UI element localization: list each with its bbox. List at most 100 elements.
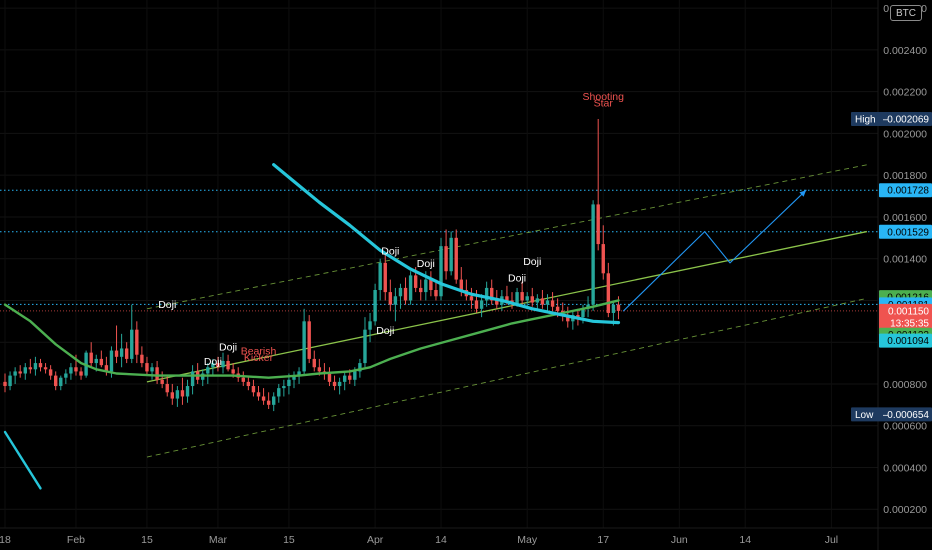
candle-body [145,363,149,372]
candle-body [48,369,53,376]
candle-body [79,371,83,376]
ma-long-prior-line [3,430,42,490]
candle-body [525,296,529,301]
candle-body [535,298,540,303]
pattern-label: Doji [381,246,399,258]
pattern-label: Doji [158,299,176,311]
candle-body [373,290,377,322]
time-axis[interactable]: 18 Feb 15 Mar 15 Apr 14 May 17 Jun 14 Jul [0,527,932,546]
candle-body [119,348,124,357]
x-tick-label: Mar [209,534,228,546]
candle-body [576,315,580,318]
candle-body [449,237,453,272]
candle-body [332,381,337,387]
candle-body [616,304,621,311]
candle-body [18,371,22,374]
pattern-label: Doji [508,273,526,285]
candle-body [307,321,311,359]
candle-body [505,296,509,301]
moving-averages [3,163,621,490]
candle-body [33,363,38,370]
candle-body [282,386,286,389]
candle-body [479,300,484,309]
candle-body [13,371,17,376]
candle-body [160,379,164,384]
x-tick-label: 17 [597,534,609,546]
candle-body [114,350,119,357]
candle-body [403,287,408,301]
candle-body [550,300,555,307]
candle-body [165,383,169,393]
candle-body [3,381,7,387]
candle-body [358,363,362,372]
candle-body [474,300,479,309]
candle-body [266,400,271,405]
candle-body [190,371,195,387]
y-tick-label: 0.002400 [883,45,927,57]
x-tick-label: 14 [739,534,751,546]
x-tick-label: 14 [435,534,447,546]
candle-body [74,367,78,372]
candle-body [109,350,114,372]
candle-body [317,367,322,372]
candle-body [206,367,210,374]
candle-body [104,365,109,372]
channel-lower-line [146,297,867,458]
x-tick-label: Feb [67,534,85,546]
candle-body [444,246,448,272]
candle-body [606,273,611,313]
candle-body [150,367,154,372]
y-tick-label: 0.000800 [883,379,927,391]
x-tick-label: Jun [671,534,688,546]
price-tag-box [879,303,932,330]
price-axis[interactable]: 0.0002000.0004000.0006000.0008000.001000… [877,0,927,550]
price-tag-value: 0.001529 [887,227,929,238]
candle-body [388,292,393,305]
price-tag-box [879,333,932,348]
candle-body [287,379,291,387]
candle-body [393,296,398,305]
candle-body [413,275,418,288]
price-tag-countdown: 13:35:35 [890,318,929,329]
candle-body [8,375,12,387]
candle-body [221,360,225,368]
projection-arrowhead [799,190,807,197]
candle-body [530,296,534,303]
price-tag-box [851,407,932,422]
price-tag-value: 0.000654 [887,410,929,421]
candle-body [439,246,443,297]
candle-body [38,363,43,368]
y-tick-label: 0.000600 [883,421,927,433]
candle-body [540,298,545,305]
candle-body [185,386,190,397]
candle-body [348,375,352,380]
price-levels [0,189,878,312]
candle-body [515,292,519,305]
price-tag-box [879,183,932,198]
candle-body [272,396,276,405]
price-tag-label: High [855,115,876,126]
candle-body [297,371,301,376]
candle-body [69,367,73,374]
currency-badge[interactable]: BTC [890,5,922,21]
candle-body [581,308,585,318]
candle-body [484,287,489,301]
candle-body [130,329,134,359]
x-tick-label: Apr [367,534,384,546]
candle-body [408,275,413,301]
ma-short-line [3,299,620,379]
candle-body [611,304,616,313]
candle-body [490,287,494,301]
candle-body [59,377,63,387]
x-tick-label: 18 [0,534,11,546]
candle-body [434,290,438,297]
candle-body [566,315,570,322]
candle-body [520,292,524,301]
candle-body [545,300,550,305]
candle-body [398,287,403,297]
candle-body [454,237,458,280]
trend-line [146,230,868,383]
candle-body [383,262,387,293]
candle-body [601,244,605,274]
